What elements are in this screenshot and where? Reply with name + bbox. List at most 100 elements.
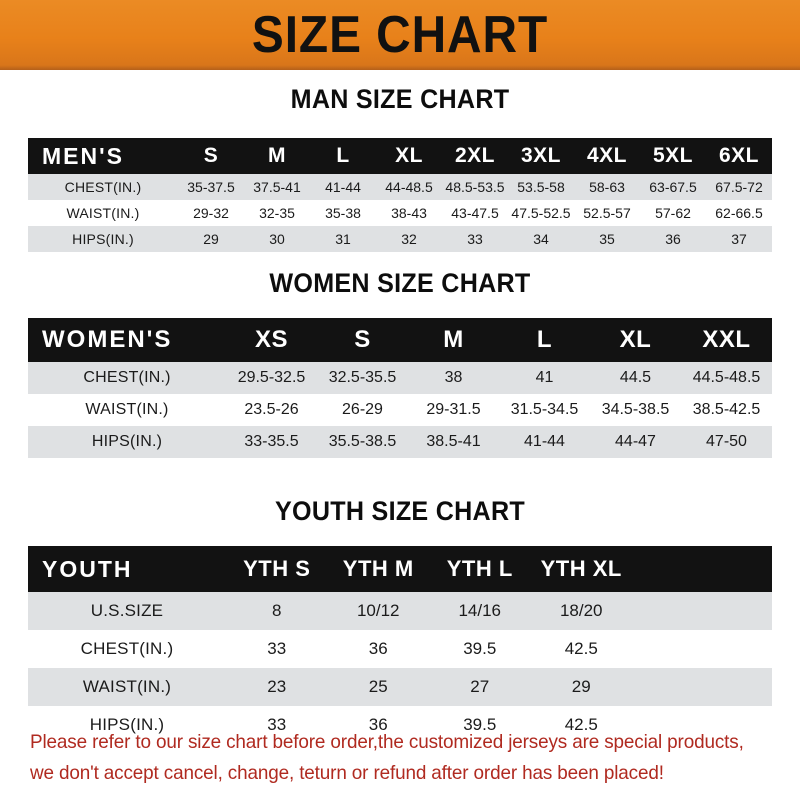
men-chest-l: 41-44: [325, 179, 361, 195]
men-row-label-waist: WAIST(IN.): [66, 205, 140, 221]
youth-table-header: YOUTH YTH S YTH M YTH L YTH XL: [28, 546, 772, 592]
youth-chest-s: 33: [267, 639, 287, 658]
table-row: U.S.SIZE 8 10/12 14/16 18/20: [28, 592, 772, 630]
women-header-col-m: M: [408, 318, 499, 362]
women-chest-xxl: 44.5-48.5: [692, 369, 761, 386]
youth-row-label-ussize: U.S.SIZE: [90, 601, 164, 620]
men-header-col-l: L: [310, 138, 376, 174]
men-header-col-2xl: 2XL: [442, 138, 508, 174]
youth-header-col-l: YTH L: [429, 546, 531, 592]
table-header-row: WOMEN'S XS S M L XL XXL: [28, 318, 772, 362]
youth-chest-xl: 42.5: [564, 639, 598, 658]
youth-waist-m: 25: [368, 677, 388, 696]
men-waist-6xl: 62-66.5: [715, 205, 763, 221]
women-row-label-waist: WAIST(IN.): [85, 401, 169, 418]
men-header-col-m: M: [244, 138, 310, 174]
men-table-header: MEN'S S M L XL 2XL 3XL 4XL 5XL 6XL: [28, 138, 772, 174]
youth-header-col-s: YTH S: [226, 546, 328, 592]
youth-hips-s: 33: [267, 715, 287, 734]
men-header-col-3xl: 3XL: [508, 138, 574, 174]
women-hips-l: 41-44: [524, 433, 565, 450]
men-hips-s: 29: [203, 231, 219, 247]
women-hips-m: 38.5-41: [426, 433, 481, 450]
women-row-label-hips: HIPS(IN.): [91, 433, 163, 450]
women-row-label-chest: CHEST(IN.): [83, 369, 171, 386]
women-header-col-xl: XL: [590, 318, 681, 362]
men-chest-4xl: 58-63: [589, 179, 625, 195]
men-waist-m: 32-35: [259, 205, 295, 221]
disclaimer-line-1: Please refer to our size chart before or…: [30, 731, 744, 753]
table-header-row: MEN'S S M L XL 2XL 3XL 4XL 5XL 6XL: [28, 138, 772, 174]
women-chest-xs: 29.5-32.5: [237, 369, 306, 386]
section-heading-women: WOMEN SIZE CHART: [269, 268, 531, 298]
women-chest-s: 32.5-35.5: [328, 369, 397, 386]
men-waist-2xl: 43-47.5: [451, 205, 499, 221]
women-chest-m: 38: [444, 369, 463, 386]
men-waist-3xl: 47.5-52.5: [511, 205, 571, 221]
youth-header-col-xl: YTH XL: [530, 546, 632, 592]
table-row: HIPS(IN.) 29 30 31 32 33 34 35 36 37: [28, 226, 772, 252]
disclaimer: Please refer to our size chart before or…: [30, 727, 756, 789]
women-table-header: WOMEN'S XS S M L XL XXL: [28, 318, 772, 362]
men-hips-4xl: 35: [599, 231, 615, 247]
youth-header-corner: YOUTH: [28, 546, 226, 592]
men-hips-5xl: 36: [665, 231, 681, 247]
men-chest-2xl: 48.5-53.5: [445, 179, 505, 195]
disclaimer-line-2: we don't accept cancel, change, teturn o…: [30, 762, 664, 784]
table-row: WAIST(IN.) 23.5-26 26-29 29-31.5 31.5-34…: [28, 394, 772, 426]
youth-row-label-chest: CHEST(IN.): [80, 639, 174, 658]
youth-ussize-s: 8: [272, 601, 282, 620]
page-title: SIZE CHART: [251, 6, 549, 64]
youth-row-spacer: [632, 592, 772, 630]
men-table-body: CHEST(IN.) 35-37.5 37.5-41 41-44 44-48.5…: [28, 174, 772, 252]
men-chest-s: 35-37.5: [187, 179, 235, 195]
men-waist-s: 29-32: [193, 205, 229, 221]
men-hips-l: 31: [335, 231, 351, 247]
women-waist-xs: 23.5-26: [244, 401, 299, 418]
men-waist-4xl: 52.5-57: [583, 205, 631, 221]
women-hips-xl: 44-47: [615, 433, 656, 450]
women-chest-l: 41: [535, 369, 554, 386]
section-heading-man: MAN SIZE CHART: [290, 84, 510, 114]
table-row: CHEST(IN.) 29.5-32.5 32.5-35.5 38 41 44.…: [28, 362, 772, 394]
women-chest-xl: 44.5: [619, 369, 652, 386]
youth-table-body: U.S.SIZE 8 10/12 14/16 18/20 CHEST(IN.) …: [28, 592, 772, 744]
youth-chest-l: 39.5: [463, 639, 497, 658]
youth-chest-m: 36: [368, 639, 388, 658]
youth-waist-s: 23: [267, 677, 287, 696]
women-table-body: CHEST(IN.) 29.5-32.5 32.5-35.5 38 41 44.…: [28, 362, 772, 458]
youth-ussize-m: 10/12: [356, 601, 400, 620]
women-header-corner: WOMEN'S: [28, 318, 226, 362]
men-hips-3xl: 34: [533, 231, 549, 247]
youth-row-spacer: [632, 668, 772, 706]
women-header-col-l: L: [499, 318, 590, 362]
women-header-col-xxl: XXL: [681, 318, 772, 362]
women-header-col-s: S: [317, 318, 408, 362]
men-header-corner: MEN'S: [28, 138, 178, 174]
men-waist-l: 35-38: [325, 205, 361, 221]
section-heading-youth: YOUTH SIZE CHART: [275, 496, 525, 526]
women-size-table: WOMEN'S XS S M L XL XXL CHEST(IN.) 29.5-…: [28, 318, 772, 458]
women-hips-xs: 33-35.5: [244, 433, 299, 450]
men-hips-6xl: 37: [731, 231, 747, 247]
men-waist-xl: 38-43: [391, 205, 427, 221]
women-waist-m: 29-31.5: [426, 401, 481, 418]
women-waist-xl: 34.5-38.5: [601, 401, 670, 418]
youth-row-spacer: [632, 630, 772, 668]
men-row-label-hips: HIPS(IN.): [72, 231, 134, 247]
men-size-table: MEN'S S M L XL 2XL 3XL 4XL 5XL 6XL CHEST…: [28, 138, 772, 252]
table-row: WAIST(IN.) 23 25 27 29: [28, 668, 772, 706]
men-header-col-xl: XL: [376, 138, 442, 174]
men-chest-6xl: 67.5-72: [715, 179, 763, 195]
women-waist-s: 26-29: [342, 401, 383, 418]
table-row: CHEST(IN.) 35-37.5 37.5-41 41-44 44-48.5…: [28, 174, 772, 200]
table-row: HIPS(IN.) 33-35.5 35.5-38.5 38.5-41 41-4…: [28, 426, 772, 458]
youth-row-label-waist: WAIST(IN.): [82, 677, 172, 696]
men-chest-m: 37.5-41: [253, 179, 301, 195]
youth-ussize-l: 14/16: [458, 601, 502, 620]
men-hips-m: 30: [269, 231, 285, 247]
banner: SIZE CHART: [0, 0, 800, 70]
men-header-col-5xl: 5XL: [640, 138, 706, 174]
men-chest-3xl: 53.5-58: [517, 179, 565, 195]
youth-ussize-xl: 18/20: [559, 601, 603, 620]
